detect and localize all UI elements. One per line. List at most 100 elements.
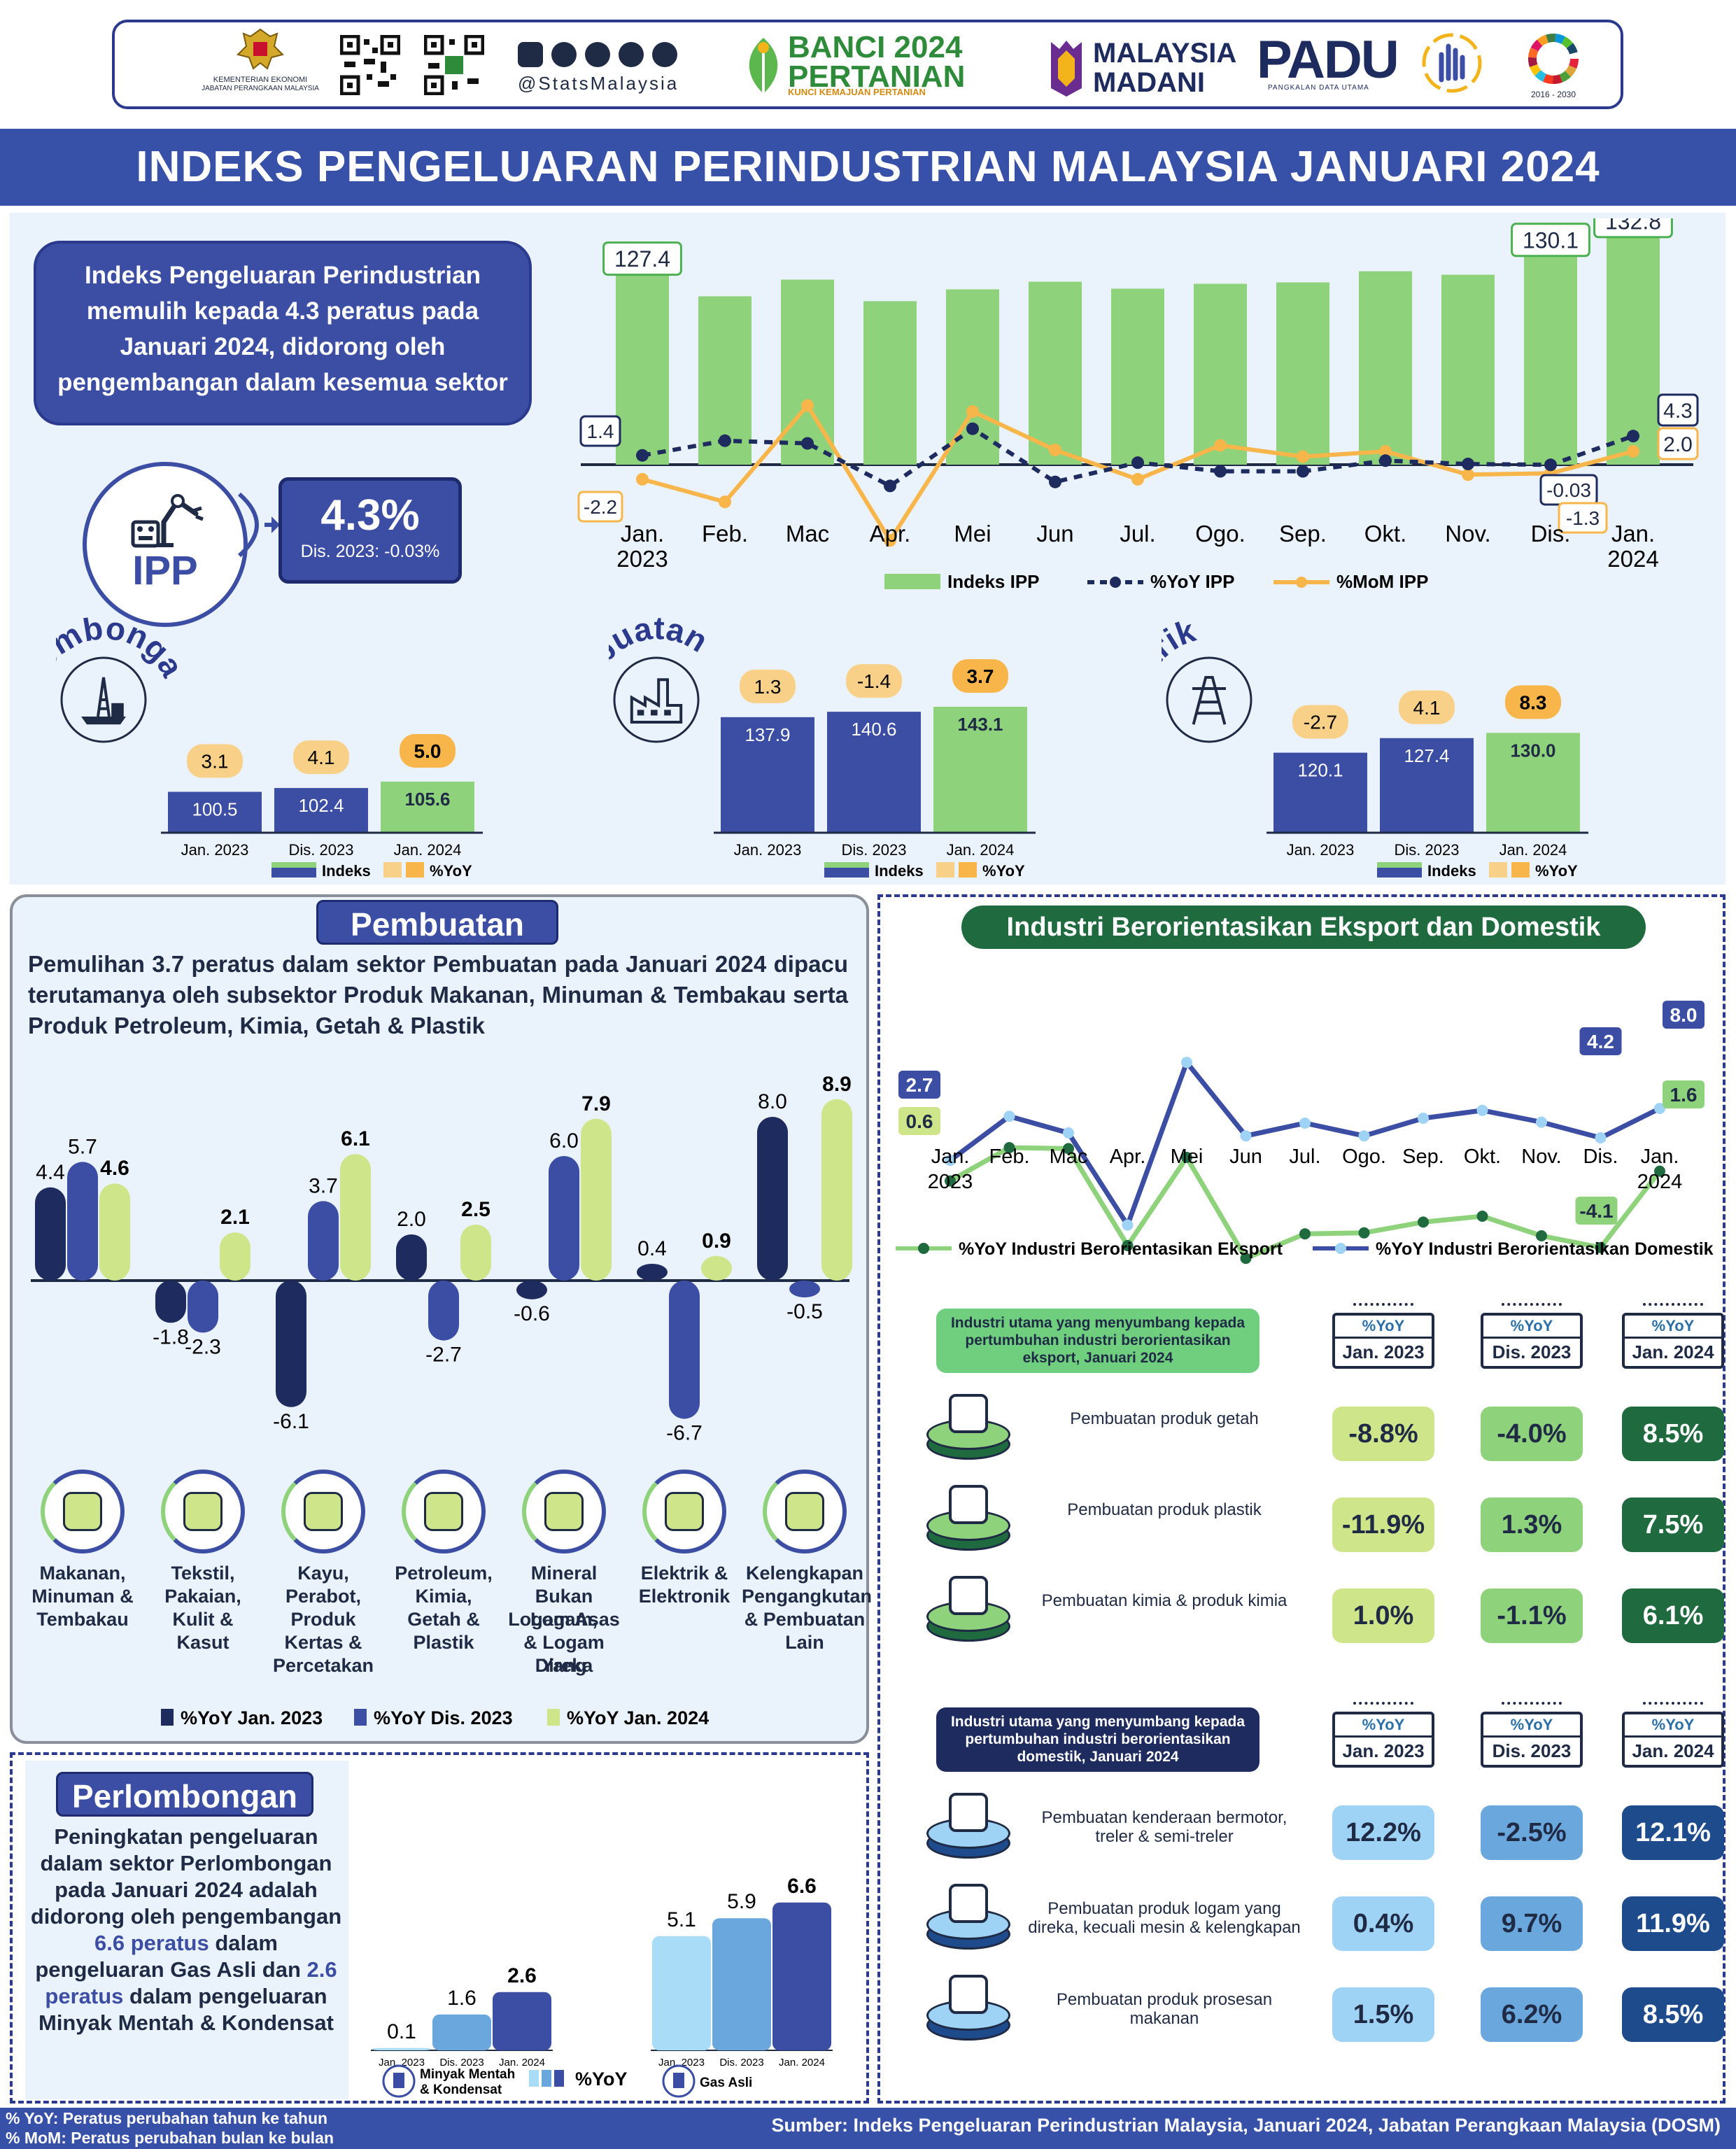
ed-x-tick: Dis.: [1583, 1146, 1618, 1168]
row-icon: [926, 1975, 1010, 2045]
sector-bar-value: 105.6: [404, 789, 450, 810]
youtube-icon[interactable]: [619, 42, 644, 67]
calendar-period: Jan. 2024: [1632, 1341, 1714, 1362]
subsector-icon-glyph: [63, 1492, 102, 1531]
subsector-icon: [281, 1470, 365, 1553]
export-point: [1299, 1228, 1311, 1240]
department-name: JABATAN PERANGKAAN MALAYSIA: [202, 85, 319, 92]
domestic-point: [1418, 1113, 1429, 1124]
sector-pembuatan-icon: [630, 678, 683, 724]
ipp-x-tick: Mei: [954, 521, 991, 547]
table-header: Industri utama yang menyumbang kepada pe…: [936, 1707, 1259, 1772]
ipp-x-tick: Jun: [1036, 521, 1073, 547]
domestic-point: [1240, 1130, 1252, 1142]
calendar-rings: [1353, 1702, 1413, 1714]
calendar-top: %YoY: [1483, 1714, 1580, 1738]
domestic-point: [1654, 1103, 1665, 1114]
dom-label-first: 2.7: [906, 1074, 933, 1096]
subsector-label: & Logam Yang: [523, 1632, 605, 1676]
row-value: -2.5%: [1481, 1805, 1583, 1860]
coat-of-arms-icon: [237, 28, 284, 70]
export-point: [945, 1175, 956, 1187]
export-point: [1476, 1211, 1488, 1222]
legend-label: Indeks: [875, 862, 924, 880]
sector-elektrik-icon: [1192, 675, 1227, 725]
yoy-point: [801, 437, 814, 450]
row-label: Pembuatan kimia & produk kimia: [1041, 1591, 1287, 1610]
subsector-label: Plastik: [413, 1632, 474, 1653]
x-icon[interactable]: [585, 42, 610, 67]
eks-label-last: 1.6: [1670, 1084, 1698, 1106]
bar-label-dis: 130.1: [1523, 227, 1579, 253]
pembuatan-text: Pemulihan 3.7 peratus dalam sektor Pembu…: [28, 951, 848, 1038]
eks-label-first: 0.6: [906, 1111, 933, 1132]
row-value: 7.5%: [1622, 1498, 1724, 1552]
calendar-rings: [1353, 1303, 1413, 1316]
subsector-bar-value: 0.9: [702, 1229, 731, 1253]
row-icon-glyph: [949, 1884, 988, 1923]
rig-tower: [97, 677, 111, 717]
calendar-period: Dis. 2023: [1492, 1341, 1572, 1362]
ed-x-tick: Jul.: [1289, 1146, 1320, 1168]
ed-x-tick: Jan.: [1641, 1146, 1679, 1168]
row-value: -4.0%: [1481, 1407, 1583, 1461]
perl-bar-value: 6.6: [787, 1875, 817, 1898]
ipp-bar: [1441, 274, 1495, 465]
sector-x-tick: Dis. 2023: [842, 841, 907, 859]
qr-code-icon[interactable]: [424, 35, 484, 95]
perlombongan-highlight: 6.6 peratus: [94, 1931, 209, 1955]
qr-code-icon[interactable]: [340, 35, 400, 95]
ipp-bar: [1359, 271, 1412, 465]
sector-bar-value: 137.9: [744, 724, 790, 745]
subsector-label: Perabot,: [285, 1586, 362, 1607]
row-value: 12.2%: [1332, 1805, 1434, 1860]
sector-icon-circle: [1166, 656, 1252, 743]
facebook-icon[interactable]: [551, 42, 577, 67]
subsector-bar-value: -6.1: [273, 1410, 309, 1433]
legend-swatch: [161, 1709, 174, 1726]
subsector-label: Kimia,: [415, 1586, 472, 1607]
perl-bar-value: 2.6: [507, 1964, 537, 1987]
export-point: [1003, 1142, 1015, 1153]
sector-bar: [933, 707, 1027, 833]
subsector-label: Kasut: [176, 1632, 230, 1653]
sector-yoy-value: 1.3: [754, 676, 782, 698]
subsector-bar: [757, 1117, 788, 1281]
calendar-period: Jan. 2023: [1342, 1341, 1425, 1362]
ipp-x-tick: Mac: [786, 521, 829, 547]
subsector-bar-value: 3.7: [309, 1174, 338, 1197]
domestic-point: [1063, 1127, 1074, 1139]
subsector-label: Tekstil,: [171, 1563, 235, 1584]
subsector-bar-value: 8.9: [822, 1073, 852, 1096]
rig-base: [81, 717, 126, 725]
tiktok-icon[interactable]: [652, 42, 677, 67]
sector-yoy-bubble: [1292, 705, 1348, 739]
yoy-point: [1049, 475, 1061, 488]
calendar-period: Jan. 2024: [1632, 1740, 1714, 1761]
title-band: [0, 129, 1736, 206]
footer-note-yoy: % YoY: Peratus perubahan tahun ke tahun: [6, 2109, 328, 2127]
perlombongan-text-part: Peningkatan pengeluaran dalam sektor Per…: [30, 1824, 342, 1929]
mom-point: [1131, 472, 1144, 486]
legend-swatch-yoy: [1489, 862, 1507, 878]
subsector-bar-value: -2.7: [425, 1344, 462, 1367]
subsector-label: Kayu,: [297, 1563, 349, 1584]
yoy-point: [636, 449, 649, 462]
row-icon-glyph: [949, 1485, 988, 1524]
arrow-right-icon: [238, 492, 280, 558]
subsector-icon-glyph: [785, 1492, 824, 1531]
subsector-label: Lain: [785, 1632, 824, 1653]
ipp-x-tick: Ogo.: [1195, 521, 1245, 547]
calendar-top: %YoY: [1335, 1714, 1432, 1738]
subsector-bar-value: 5.7: [68, 1135, 97, 1158]
banci-title: BANCI 2024: [788, 30, 963, 64]
robot-arm-icon: [131, 494, 204, 548]
perl-series-icon-glyph: [673, 2073, 684, 2088]
yoy-label-first: 1.4: [587, 421, 614, 442]
row-icon-glyph: [949, 1394, 988, 1433]
row-icon: [926, 1394, 1010, 1464]
instagram-icon[interactable]: [518, 42, 543, 67]
row-value: -1.1%: [1481, 1588, 1583, 1643]
subsector-bar: [188, 1281, 218, 1333]
